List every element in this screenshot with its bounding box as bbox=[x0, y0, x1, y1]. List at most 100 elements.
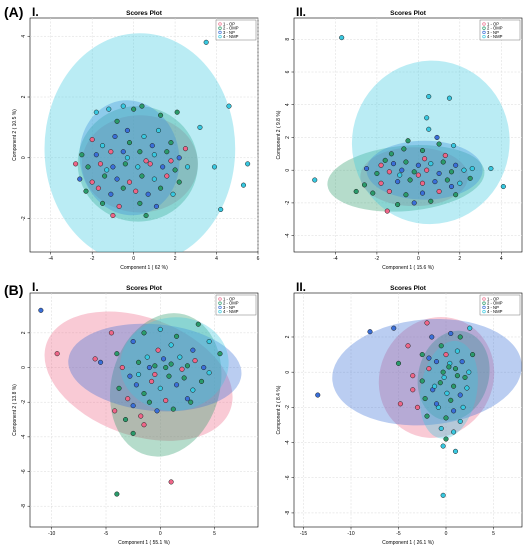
data-point bbox=[179, 366, 185, 372]
data-point bbox=[110, 212, 116, 219]
data-point bbox=[151, 176, 157, 182]
data-point bbox=[108, 149, 114, 155]
data-point bbox=[453, 162, 459, 168]
y-tick-label: -2 bbox=[285, 200, 291, 205]
data-point bbox=[419, 180, 426, 186]
data-point bbox=[426, 126, 432, 132]
data-point bbox=[177, 354, 183, 360]
data-point bbox=[174, 333, 180, 339]
data-point bbox=[466, 369, 472, 375]
data-point bbox=[116, 203, 122, 209]
data-point bbox=[403, 192, 409, 198]
data-point bbox=[448, 183, 455, 190]
legend-label: 2 - OMP bbox=[223, 26, 239, 31]
data-point bbox=[153, 203, 159, 209]
chart-title: Scores Plot bbox=[126, 10, 163, 17]
data-point bbox=[440, 369, 446, 375]
chart-svg: I. Scores Plot -4 -2 0 2 4 6 -2 0 2 4 Component 1 ( … bbox=[12, 5, 260, 271]
x-tick-label: 2 bbox=[458, 256, 461, 262]
data-point bbox=[77, 176, 83, 182]
x-tick-label: 0 bbox=[417, 256, 420, 262]
y-tick-label: -4 bbox=[285, 233, 291, 238]
data-point bbox=[197, 124, 203, 130]
data-point bbox=[451, 408, 457, 414]
scores-plot-a-ii: II. Scores Plot -4 -2 0 2 4 -4 -2 0 2 4 6 8 Component … bbox=[264, 0, 528, 275]
data-point bbox=[424, 320, 430, 326]
x-axis-label: Component 1 ( 15.6 %) bbox=[382, 265, 434, 271]
data-point bbox=[419, 190, 426, 196]
data-point bbox=[79, 152, 85, 158]
data-point bbox=[143, 158, 149, 164]
data-point bbox=[152, 371, 158, 378]
y-tick-label: 2 bbox=[21, 95, 27, 98]
data-point bbox=[190, 347, 196, 353]
chart-title: Scores Plot bbox=[390, 285, 427, 292]
data-point bbox=[99, 143, 106, 149]
data-point bbox=[83, 188, 89, 194]
data-point bbox=[122, 161, 128, 167]
legend-marker bbox=[218, 34, 222, 39]
data-point bbox=[405, 343, 411, 349]
y-tick-label: -2 bbox=[21, 216, 27, 221]
data-point bbox=[184, 396, 190, 402]
data-point bbox=[436, 170, 442, 177]
data-point bbox=[411, 169, 417, 175]
legend-label: 1 - OP bbox=[487, 296, 499, 301]
x-axis-label: Component 1 ( 62 %) bbox=[120, 265, 168, 271]
data-point bbox=[405, 138, 411, 144]
x-tick-label: 0 bbox=[445, 531, 448, 537]
data-point bbox=[120, 103, 126, 109]
data-point bbox=[448, 169, 455, 175]
data-point bbox=[146, 364, 152, 371]
data-point bbox=[133, 382, 139, 388]
data-point bbox=[245, 161, 251, 167]
legend-box bbox=[479, 294, 521, 316]
plot-area bbox=[312, 35, 510, 225]
data-point bbox=[93, 109, 99, 115]
plot-area bbox=[44, 33, 251, 252]
data-point bbox=[154, 408, 160, 414]
data-point bbox=[92, 356, 98, 362]
data-point bbox=[382, 157, 388, 163]
figure-label-a: (A) bbox=[4, 4, 24, 20]
confidence-ellipse bbox=[81, 115, 198, 213]
legend-marker bbox=[482, 309, 486, 314]
data-point bbox=[172, 167, 178, 173]
y-tick-label: -4 bbox=[21, 434, 27, 439]
legend-label: 4 - NMP bbox=[487, 309, 503, 314]
data-point bbox=[397, 172, 403, 178]
data-point bbox=[174, 109, 180, 115]
confidence-ellipse bbox=[332, 318, 522, 426]
data-point bbox=[106, 106, 112, 112]
data-point bbox=[363, 165, 370, 172]
data-point bbox=[443, 436, 449, 442]
legend-marker bbox=[218, 301, 222, 305]
y-tick-label: 4 bbox=[21, 35, 27, 38]
plot-frame bbox=[293, 17, 523, 253]
data-point bbox=[437, 380, 443, 386]
data-point bbox=[390, 161, 397, 167]
y-tick-label: -8 bbox=[285, 510, 291, 515]
data-point bbox=[184, 164, 191, 170]
x-tick-label: 6 bbox=[257, 256, 260, 262]
y-tick-label: -8 bbox=[21, 504, 27, 509]
data-point bbox=[448, 397, 454, 403]
data-point bbox=[198, 378, 205, 384]
panel-label: II. bbox=[296, 280, 306, 294]
data-point bbox=[108, 330, 114, 336]
data-point bbox=[424, 167, 430, 173]
data-point bbox=[119, 364, 125, 371]
data-point bbox=[124, 127, 130, 133]
data-point bbox=[104, 167, 110, 173]
legend-label: 2 - OMP bbox=[223, 301, 239, 306]
data-point bbox=[388, 151, 394, 157]
data-point bbox=[168, 342, 174, 348]
data-point bbox=[133, 188, 139, 194]
data-point bbox=[448, 330, 454, 337]
data-point bbox=[217, 351, 223, 357]
data-point bbox=[192, 358, 198, 364]
data-point bbox=[54, 351, 60, 357]
data-point bbox=[206, 338, 212, 345]
y-tick-label: -6 bbox=[285, 475, 291, 480]
data-point bbox=[157, 385, 163, 391]
